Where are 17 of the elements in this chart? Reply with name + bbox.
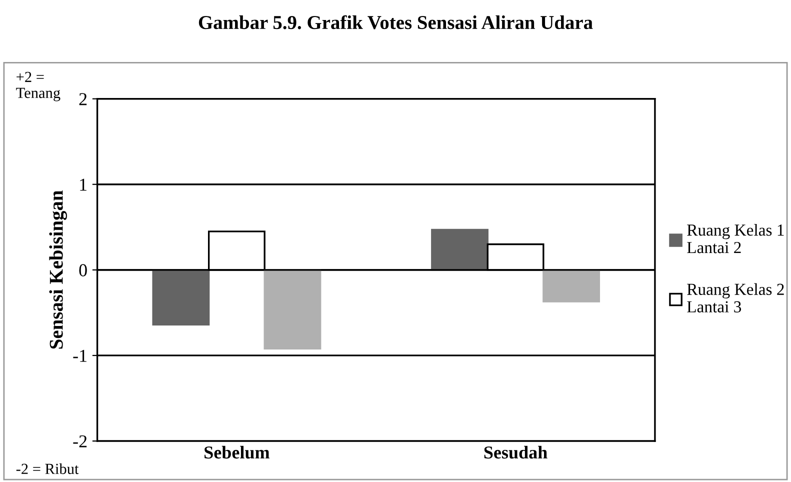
bar — [152, 269, 210, 326]
legend-label: Ruang Kelas 1 Lantai 2 — [687, 224, 784, 254]
legend-label: Ruang Kelas 2 Lantai 3 — [687, 283, 784, 312]
y-tick-label: 2 — [79, 93, 87, 106]
x-tick-label: Sebelum — [204, 446, 270, 459]
text: -2 = Ribut — [16, 463, 79, 474]
text: +2 = Tenang — [16, 72, 60, 102]
y-tick-label: 1 — [80, 178, 86, 191]
bar — [264, 269, 322, 350]
chart-title: Gambar 5.9. Grafik Votes Sensasi Aliran Udara — [198, 15, 593, 30]
y-tick-label: -1 — [73, 350, 86, 362]
y-axis-title: Sensasi Kebisingan — [49, 190, 67, 349]
y-tick-label: 0 — [79, 264, 87, 276]
bar — [431, 228, 488, 271]
x-tick-label: Sesudah — [484, 446, 548, 459]
bar — [542, 269, 600, 302]
y-tick-label: -2 — [73, 435, 87, 448]
